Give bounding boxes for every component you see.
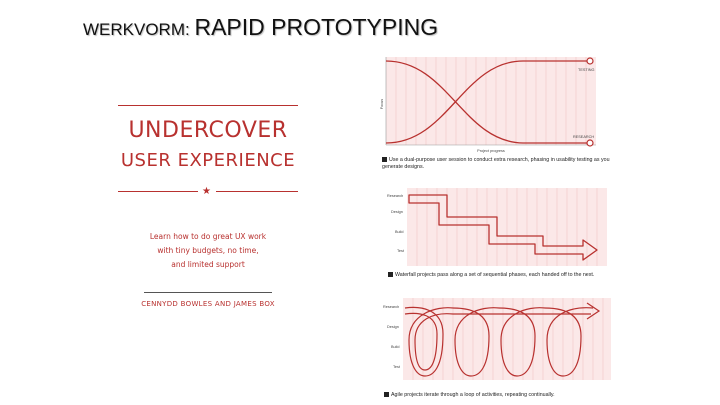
slide-title: WERKVORM: RAPID PROTOTYPING — [83, 14, 438, 41]
book-cover: UNDERCOVER USER EXPERIENCE ★ Learn how t… — [110, 100, 306, 320]
figure2-caption: Waterfall projects pass along a set of s… — [388, 272, 610, 279]
book-title-line2: USER EXPERIENCE — [120, 150, 296, 171]
research-curve — [385, 60, 590, 144]
figure3-caption: Agile projects iterate through a loop of… — [384, 392, 613, 399]
tagline-line1: Learn how to do great UX work — [149, 232, 267, 241]
agile-loop — [544, 307, 594, 377]
agile-loops — [404, 302, 601, 377]
cover-rule-right — [216, 191, 298, 192]
caption-number-icon — [382, 157, 387, 162]
agile-row-label: Design — [387, 325, 399, 329]
figure-research-testing: TESTING RESEARCH Focus Project progress … — [373, 52, 620, 177]
figure2-caption-text: Waterfall projects pass along a set of s… — [395, 272, 595, 278]
star-icon: ★ — [202, 186, 211, 197]
label-research: RESEARCH — [573, 135, 594, 139]
agile-loop — [452, 307, 500, 377]
caption-number-icon — [388, 272, 393, 277]
figure1-grid — [395, 57, 587, 145]
agile-row-label: Research — [383, 305, 399, 309]
agile-loop-inner — [404, 312, 591, 371]
title-prefix: WERKVORM: — [83, 20, 195, 39]
research-end-marker — [586, 139, 594, 147]
book-title-line1: UNDERCOVER — [128, 118, 288, 143]
cover-top-rule — [118, 105, 298, 106]
waterfall-row-label: Design — [391, 210, 403, 214]
cover-author-rule — [144, 292, 272, 293]
waterfall-row-label: Research — [387, 194, 403, 198]
waterfall-row-label: Build — [395, 230, 403, 234]
figure-waterfall: Research Design Build Test Waterfall pro… — [385, 184, 610, 284]
figure-agile: Research Design Build Test Agile project… — [381, 296, 613, 404]
tagline-line2: with tiny budgets, no time, — [157, 246, 259, 255]
figure1-svg: TESTING RESEARCH Focus Project progress — [380, 57, 596, 153]
figure3-caption-text: Agile projects iterate through a loop of… — [391, 392, 555, 398]
cover-rule-left — [118, 191, 198, 192]
tagline-line3: and limited support — [171, 260, 245, 269]
figure1-caption: Use a dual-purpose user session to condu… — [382, 157, 620, 171]
testing-curve — [385, 60, 590, 144]
title-main: RAPID PROTOTYPING — [194, 14, 439, 40]
figure1-xlabel: Project progress — [477, 149, 505, 153]
waterfall-arrow — [408, 194, 598, 261]
figure1-ylabel: Focus — [380, 99, 384, 109]
waterfall-row-label: Test — [397, 249, 405, 253]
figure1-caption-text: Use a dual-purpose user session to condu… — [382, 157, 610, 170]
figure2-svg: Research Design Build Test — [387, 188, 607, 266]
figure3-plot-bg — [403, 298, 611, 380]
book-authors: CENNYDD BOWLES AND JAMES BOX — [141, 300, 275, 308]
label-testing: TESTING — [578, 68, 595, 72]
testing-end-marker — [586, 57, 594, 65]
figure2-grid — [416, 188, 598, 266]
caption-number-icon — [384, 392, 389, 397]
agile-loop — [498, 307, 546, 377]
agile-arrowhead — [586, 302, 601, 320]
figure3-grid — [412, 298, 604, 380]
agile-row-label: Build — [391, 345, 399, 349]
figure3-svg: Research Design Build Test — [383, 298, 611, 380]
agile-row-label: Test — [393, 365, 401, 369]
